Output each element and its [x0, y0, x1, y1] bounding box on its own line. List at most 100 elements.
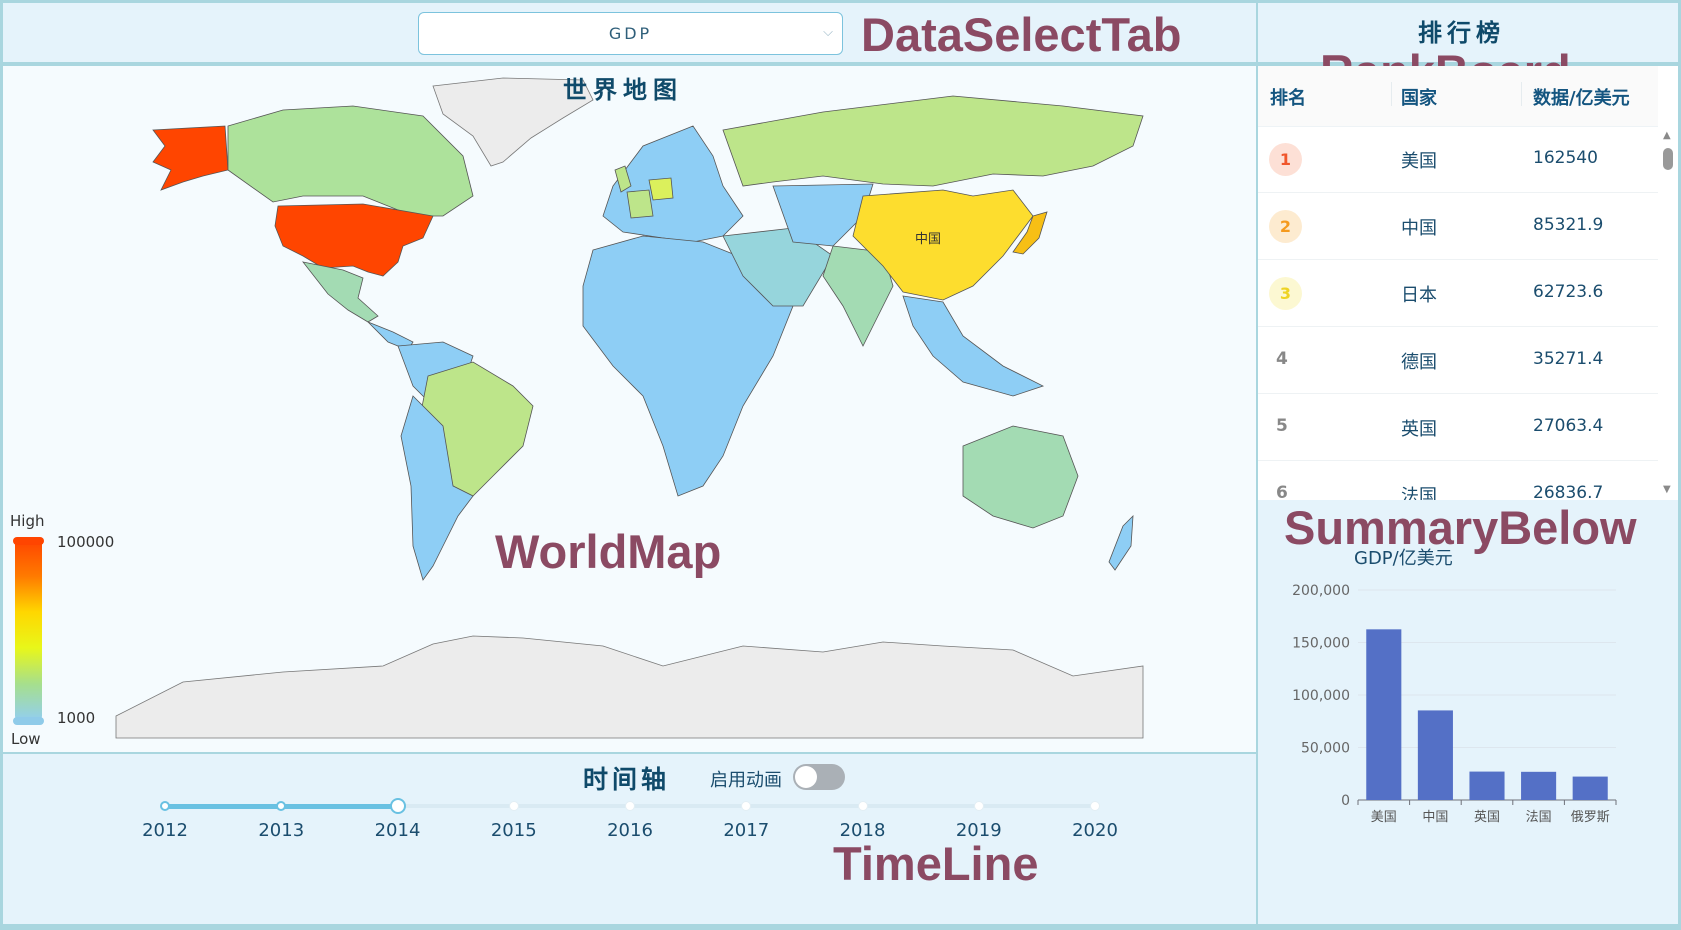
map-label-china: 中国 — [915, 232, 941, 247]
rank-country: 中国 — [1401, 218, 1437, 239]
rank-value: 162540 — [1533, 148, 1598, 168]
rank-badge: 2 — [1269, 210, 1302, 243]
data-select-bar: GDP ⌵ DataSelectTab — [3, 3, 1256, 64]
rank-row[interactable]: 3 日本 62723.6 — [1258, 260, 1658, 327]
country-mexico — [302, 261, 379, 323]
country-russia — [722, 95, 1144, 187]
data-select-value: GDP — [608, 24, 653, 43]
overlay-label-time-line: TimeLine — [833, 837, 1039, 890]
rank-value: 35271.4 — [1533, 349, 1604, 369]
rank-number: 4 — [1276, 349, 1288, 369]
bar-3[interactable] — [1521, 771, 1557, 800]
rank-country: 英国 — [1401, 419, 1437, 440]
scroll-down-icon[interactable]: ▼ — [1663, 484, 1671, 495]
data-select-dropdown[interactable]: GDP ⌵ — [418, 12, 843, 55]
timeline-year-label[interactable]: 2012 — [142, 820, 188, 841]
region-central-asia — [772, 183, 874, 247]
bar-0[interactable] — [1366, 629, 1402, 800]
x-tick-label: 美国 — [1371, 810, 1397, 825]
rank-board-table: 排名 国家 数据/亿美元 1 美国 162540 2 中国 85321.9 3 日本 62723… — [1258, 66, 1678, 500]
timeline-point-2019[interactable] — [973, 801, 984, 811]
scroll-thumb[interactable] — [1663, 148, 1673, 170]
rank-value: 85321.9 — [1533, 215, 1604, 235]
timeline-point-2013[interactable] — [276, 801, 287, 811]
country-alaska — [152, 125, 229, 191]
legend-high-label: High — [10, 512, 45, 530]
y-tick-label: 50,000 — [1301, 741, 1350, 757]
column-header-country[interactable]: 国家 — [1401, 88, 1437, 109]
bar-4[interactable] — [1572, 776, 1608, 800]
legend-max-value: 100000 — [57, 533, 115, 551]
timeline-point-2014[interactable] — [389, 798, 406, 814]
toggle-knob — [795, 766, 817, 788]
y-tick-label: 0 — [1341, 793, 1350, 809]
scroll-up-icon[interactable]: ▲ — [1663, 130, 1671, 141]
overlay-label-summary-below: SummaryBelow — [1284, 501, 1637, 554]
timeline-year-label[interactable]: 2020 — [1072, 820, 1118, 841]
rank-country: 美国 — [1401, 151, 1437, 172]
timeline-point-2016[interactable] — [625, 801, 635, 811]
legend-max-handle[interactable] — [13, 537, 44, 545]
x-tick-label: 俄罗斯 — [1571, 810, 1610, 825]
overlay-label-world-map: WorldMap — [495, 525, 722, 578]
rank-row[interactable]: 1 美国 162540 — [1258, 126, 1658, 193]
region-south-america-south — [400, 395, 474, 581]
chart-title: GDP/亿美元 — [1354, 548, 1453, 569]
timeline-point-2018[interactable] — [857, 801, 868, 811]
rank-value: 27063.4 — [1533, 416, 1604, 436]
timeline-year-label[interactable]: 2019 — [955, 820, 1002, 841]
country-germany — [648, 177, 674, 201]
rank-row[interactable]: 5 英国 27063.4 — [1258, 394, 1658, 461]
timeline-title: 时间轴 — [583, 765, 671, 794]
bar-2[interactable] — [1469, 771, 1505, 800]
country-canada — [227, 105, 474, 217]
chevron-down-icon[interactable]: ⌵ — [823, 25, 836, 40]
timeline-year-label[interactable]: 2018 — [839, 820, 886, 841]
rank-row[interactable]: 6 法国 26836.7 — [1258, 461, 1658, 500]
timeline-point-2020[interactable] — [1090, 801, 1100, 811]
x-tick-label: 英国 — [1474, 810, 1500, 825]
column-divider — [1521, 82, 1522, 106]
rank-country: 日本 — [1401, 285, 1437, 306]
x-tick-label: 法国 — [1526, 810, 1552, 825]
timeline-point-2012[interactable] — [160, 801, 170, 811]
rank-table-scrollbar[interactable]: ▲ ▼ — [1658, 126, 1678, 500]
region-southeast-asia — [902, 295, 1045, 397]
bar-1[interactable] — [1417, 710, 1453, 800]
timeline-point-2015[interactable] — [508, 801, 519, 811]
rank-board-title: 排行榜 — [1418, 19, 1505, 47]
timeline-year-label[interactable]: 2016 — [607, 820, 653, 841]
country-australia — [962, 425, 1079, 529]
x-tick-label: 中国 — [1422, 810, 1448, 825]
rank-number: 6 — [1276, 483, 1288, 500]
timeline-year-label[interactable]: 2013 — [258, 820, 305, 841]
column-header-rank[interactable]: 排名 — [1270, 88, 1306, 109]
timeline-year-label[interactable]: 2017 — [723, 820, 770, 841]
country-antarctica — [115, 635, 1144, 739]
timeline-point-2017[interactable] — [741, 801, 752, 811]
timeline-panel: 时间轴 启用动画 2012 2013 2014 2015 2016 2017 2018 201… — [3, 754, 1256, 924]
rank-value: 26836.7 — [1533, 483, 1604, 500]
column-divider — [1391, 82, 1392, 106]
rank-row[interactable]: 2 中国 85321.9 — [1258, 193, 1658, 260]
country-france — [626, 189, 654, 219]
overlay-label-data-select-tab: DataSelectTab — [861, 8, 1182, 61]
y-tick-label: 200,000 — [1292, 583, 1350, 599]
legend-min-value: 1000 — [57, 709, 96, 727]
country-japan — [1012, 211, 1048, 255]
legend-color-bar — [15, 540, 42, 720]
animation-toggle-label: 启用动画 — [710, 770, 782, 791]
timeline-year-label[interactable]: 2015 — [490, 820, 537, 841]
rank-row[interactable]: 4 德国 35271.4 — [1258, 327, 1658, 394]
rank-board-header: 排行榜 RankBoard — [1258, 3, 1678, 98]
world-map[interactable]: 中国 — [3, 66, 1256, 752]
legend-min-handle[interactable] — [13, 717, 44, 725]
animation-toggle[interactable] — [793, 764, 845, 790]
rank-number: 5 — [1276, 416, 1288, 436]
timeline-year-label[interactable]: 2014 — [374, 820, 421, 841]
legend-low-label: Low — [11, 730, 41, 748]
world-map-panel: 中国 世界地图 WorldMap High 100000 1000 Low — [3, 66, 1256, 752]
rank-country: 德国 — [1401, 352, 1437, 373]
y-tick-label: 150,000 — [1292, 636, 1350, 652]
column-header-value[interactable]: 数据/亿美元 — [1533, 88, 1630, 109]
